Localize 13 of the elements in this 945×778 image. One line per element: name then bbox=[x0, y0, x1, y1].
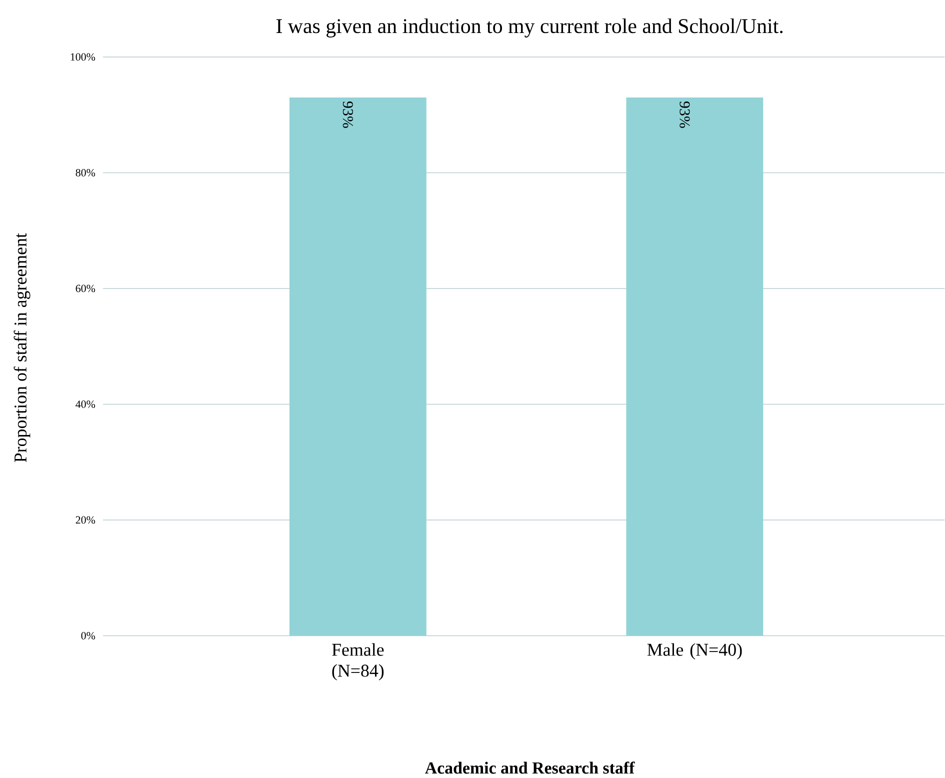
x-tick-label: Female (N=84) bbox=[332, 643, 384, 681]
chart-title: I was given an induction to my current role and School/Unit. bbox=[276, 18, 783, 38]
y-tick-label: 0% bbox=[81, 632, 96, 640]
y-tick-label: 60% bbox=[76, 284, 96, 292]
y-tick-label: 80% bbox=[76, 169, 96, 177]
data-label: 93% bbox=[342, 102, 353, 128]
y-tick-label: 100% bbox=[70, 53, 96, 61]
x-tick-label: Male (N=40) bbox=[647, 643, 742, 660]
y-tick-label: 40% bbox=[76, 400, 96, 408]
y-axis-title: Proportion of staff in agreement bbox=[14, 233, 30, 462]
y-tick-label: 20% bbox=[76, 516, 96, 524]
x-axis-title: Academic and Research staff bbox=[425, 762, 635, 774]
data-label: 93% bbox=[680, 102, 690, 128]
